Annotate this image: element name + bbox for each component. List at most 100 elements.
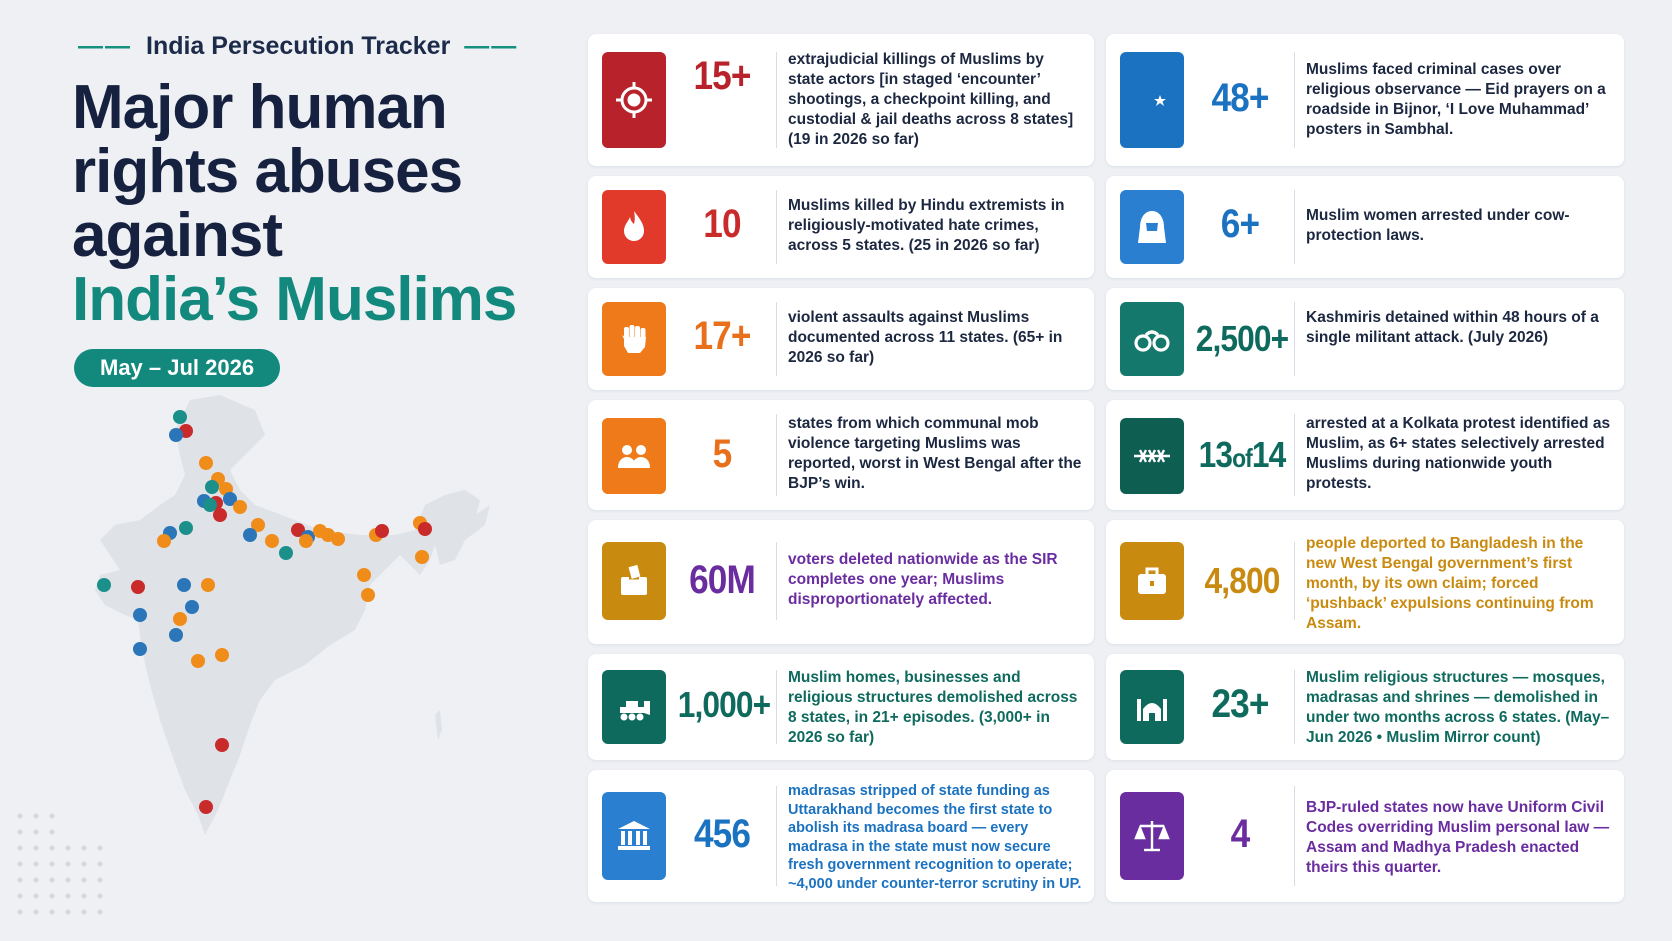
grid-dot xyxy=(49,845,55,851)
stat-description: BJP-ruled states now have Uniform Civil … xyxy=(1306,799,1610,876)
stat-card-voters-deleted: 60M voters deleted nationwide as the SIR… xyxy=(588,520,1094,644)
grid-dot xyxy=(33,877,39,883)
card-divider xyxy=(776,786,777,886)
grid-dot xyxy=(97,845,103,851)
incident-dot xyxy=(223,492,237,506)
title-dash-left: —— xyxy=(78,32,132,60)
incident-dot xyxy=(205,480,219,494)
grid-dot xyxy=(17,845,23,851)
card-divider xyxy=(1294,302,1295,376)
stat-value: 13of14 xyxy=(1191,434,1293,476)
stat-card-kashmiris-detained: 2,500+ Kashmiris detained within 48 hour… xyxy=(1106,288,1624,390)
stat-icon-tile xyxy=(602,418,666,494)
stat-description: Muslims faced criminal cases over religi… xyxy=(1306,61,1606,138)
stat-card-madrasas-defunded: 456 madrasas stripped of state funding a… xyxy=(588,770,1094,902)
stat-value: 456 xyxy=(693,812,751,856)
card-divider xyxy=(776,190,777,264)
ballot-box-icon xyxy=(621,564,647,595)
incident-dot xyxy=(177,578,191,592)
left-panel: —— India Persecution Tracker —— Major hu… xyxy=(0,0,580,941)
stat-card-mob-violence-states: 5 states from which communal mob violenc… xyxy=(588,400,1094,510)
target-icon xyxy=(616,82,652,118)
stat-description: Muslim women arrested under cow-protecti… xyxy=(1306,207,1570,244)
incident-dot xyxy=(299,534,313,548)
india-map-illustration xyxy=(95,395,490,835)
headline-line-1: Major human xyxy=(72,73,448,142)
stat-value-of: of xyxy=(1232,443,1253,473)
incident-dot xyxy=(215,648,229,662)
stat-icon-tile xyxy=(1120,190,1184,264)
incident-dot xyxy=(173,612,187,626)
northeast-map-region xyxy=(435,505,490,565)
stat-value-total: 14 xyxy=(1251,434,1286,475)
stat-card-religious-observance-cases: 48+ Muslims faced criminal cases over re… xyxy=(1106,34,1624,166)
stat-description: people deported to Bangladesh in the new… xyxy=(1306,535,1594,632)
grid-dot xyxy=(17,861,23,867)
card-divider xyxy=(1294,190,1295,264)
grid-dot xyxy=(17,909,23,915)
card-divider xyxy=(776,52,777,148)
suitcase-icon xyxy=(1138,567,1166,594)
incident-dot xyxy=(331,532,345,546)
stat-card-kolkata-arrests: 13of14 arrested at a Kolkata protest ide… xyxy=(1106,400,1624,510)
grid-dot xyxy=(33,861,39,867)
stat-icon-tile xyxy=(1120,418,1184,494)
stat-icon-tile xyxy=(602,190,666,264)
incident-dot xyxy=(179,521,193,535)
grid-dot xyxy=(97,877,103,883)
card-divider xyxy=(776,542,777,620)
veiled-woman-icon xyxy=(1138,211,1166,243)
grid-dot xyxy=(17,829,23,835)
card-divider xyxy=(776,670,777,744)
stat-card-hate-crime-killings: 10 Muslims killed by Hindu extremists in… xyxy=(588,176,1094,278)
grid-dot xyxy=(49,829,55,835)
islands-map-region xyxy=(435,710,442,740)
stat-value: 5 xyxy=(712,432,733,476)
card-divider xyxy=(1294,542,1295,620)
stat-value: 60M xyxy=(689,558,756,602)
fist-icon xyxy=(622,325,646,353)
incident-dot xyxy=(243,528,257,542)
grid-dot xyxy=(81,877,87,883)
card-divider xyxy=(1294,414,1295,496)
grid-dot xyxy=(81,861,87,867)
incident-dot xyxy=(201,578,215,592)
incident-dot xyxy=(157,534,171,548)
crescent-star-icon xyxy=(1142,86,1166,114)
stat-card-extrajudicial-killings: 15+ extrajudicial killings of Muslims by… xyxy=(588,34,1094,166)
card-divider xyxy=(776,414,777,496)
stat-icon-tile xyxy=(1120,52,1184,148)
grid-dot xyxy=(97,909,103,915)
grid-dot xyxy=(33,909,39,915)
barbed-wire-icon xyxy=(1134,449,1170,463)
incident-dot xyxy=(251,518,265,532)
incident-dot xyxy=(131,580,145,594)
incident-dots xyxy=(97,410,432,814)
incident-dot xyxy=(233,500,247,514)
stat-icon-tile xyxy=(602,542,666,620)
title-dash-right: —— xyxy=(464,32,519,60)
grid-dot xyxy=(49,909,55,915)
incident-dot xyxy=(133,642,147,656)
incident-dot xyxy=(265,534,279,548)
stat-description: arrested at a Kolkata protest identified… xyxy=(1306,415,1611,492)
government-building-icon xyxy=(618,821,650,850)
incident-dot xyxy=(203,498,217,512)
grid-dot xyxy=(17,813,23,819)
flame-icon xyxy=(624,211,644,241)
stat-icon-tile xyxy=(1120,670,1184,744)
stat-icon-tile xyxy=(602,670,666,744)
grid-dot xyxy=(33,893,39,899)
stat-value: 6+ xyxy=(1220,202,1260,246)
stat-value: 15+ xyxy=(693,54,751,98)
stat-description: Muslim religious structures — mosques, m… xyxy=(1306,669,1610,746)
card-divider xyxy=(776,302,777,376)
incident-dot xyxy=(169,628,183,642)
handcuffs-icon xyxy=(1134,330,1170,352)
card-divider xyxy=(1294,670,1295,744)
mosque-icon xyxy=(1137,699,1167,721)
grid-dot xyxy=(65,909,71,915)
incident-dot xyxy=(291,523,305,537)
stat-description: madrasas stripped of state funding as Ut… xyxy=(788,783,1082,892)
incident-dot xyxy=(375,524,389,538)
